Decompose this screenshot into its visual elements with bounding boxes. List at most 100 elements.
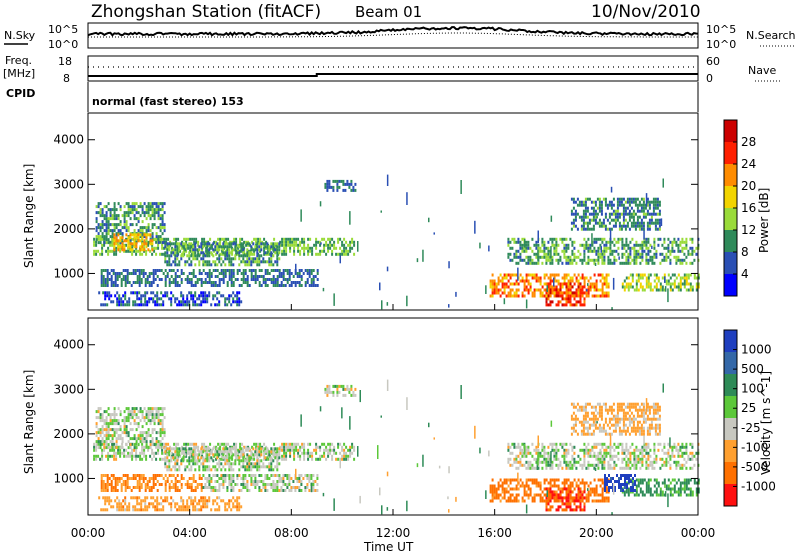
power-cell [107,250,109,253]
velocity-cell [232,447,234,450]
velocity-cell [157,449,159,452]
velocity-cell [233,443,235,446]
velocity-cell [107,458,109,461]
velocity-cell [165,483,167,486]
power-cell [313,269,315,272]
power-cell [154,217,156,220]
power-cell [545,259,547,262]
power-cell [127,278,129,281]
power-cell [206,297,208,300]
power-cell [627,253,629,256]
power-cell [606,274,608,277]
power-cell [106,229,108,232]
power-cell [162,241,164,244]
velocity-cell [128,413,130,416]
power-cell [537,247,539,250]
velocity-cell [102,416,104,419]
power-cell [655,207,657,210]
power-cell [607,247,609,250]
power-cell [180,291,182,294]
velocity-cell [252,480,254,483]
power-cell [253,253,255,256]
power-cell [641,256,643,259]
velocity-cell [105,483,107,486]
power-cell [130,211,132,214]
power-cell [606,286,608,289]
power-cell [530,274,532,277]
velocity-cell [171,486,173,489]
velocity-cell [510,488,512,491]
power-cell [127,245,129,248]
power-cell [540,283,542,286]
power-cell [98,223,100,226]
power-cell [635,204,637,207]
power-cell [561,241,563,244]
velocity-cell [176,462,178,465]
power-cell [688,277,690,280]
power-cell [567,256,569,259]
power-cell [604,295,606,298]
power-cell [140,214,142,217]
power-cell [192,294,194,297]
velocity-cell [490,491,492,494]
velocity-cell [253,458,255,461]
velocity-cell [123,474,125,477]
power-cell [595,213,597,216]
power-cell [606,292,608,295]
power-cell [307,244,309,247]
velocity-cell [194,456,196,459]
velocity-cell [201,443,203,446]
power-cell [114,214,116,217]
power-cell [168,257,170,260]
velocity-cell [202,502,204,505]
power-cell [272,245,274,248]
velocity-cell [492,500,494,503]
velocity-cell [584,485,586,488]
power-cell [299,250,301,253]
velocity-cell [242,462,244,465]
power-cell [287,269,289,272]
power-cell [238,251,240,254]
power-cell [200,245,202,248]
velocity-cell [351,446,353,449]
power-cell [637,250,639,253]
velocity-cell [120,505,122,508]
power-cell [202,251,204,254]
velocity-cell [101,455,103,458]
power-cell [613,213,615,216]
velocity-cell [103,480,105,483]
power-cell [181,278,183,281]
power-cell [619,198,621,201]
power-cell [222,242,224,245]
velocity-cell [112,437,114,440]
velocity-cell [352,391,354,394]
power-cell [184,242,186,245]
power-cell [96,205,98,208]
power-cell [583,204,585,207]
velocity-cell [331,449,333,452]
velocity-cell [244,483,246,486]
velocity-cell [155,483,157,486]
power-cell [657,244,659,247]
power-cell [283,241,285,244]
velocity-cell [252,465,254,468]
power-cell [529,256,531,259]
power-cell [232,242,234,245]
power-cell [108,291,110,294]
velocity-cell [111,486,113,489]
power-cell [145,236,147,239]
power-cell [209,272,211,275]
power-cell [158,217,160,220]
velocity-cell [158,422,160,425]
velocity-cell [216,450,218,453]
velocity-cell [244,486,246,489]
velocity-cell [153,474,155,477]
power-cell [607,259,609,262]
velocity-cell [146,422,148,425]
velocity-cell [197,486,199,489]
power-cell [342,180,344,183]
velocity-cell [564,479,566,482]
velocity-cell [254,483,256,486]
velocity-cell [222,474,224,477]
power-cell [110,300,112,303]
